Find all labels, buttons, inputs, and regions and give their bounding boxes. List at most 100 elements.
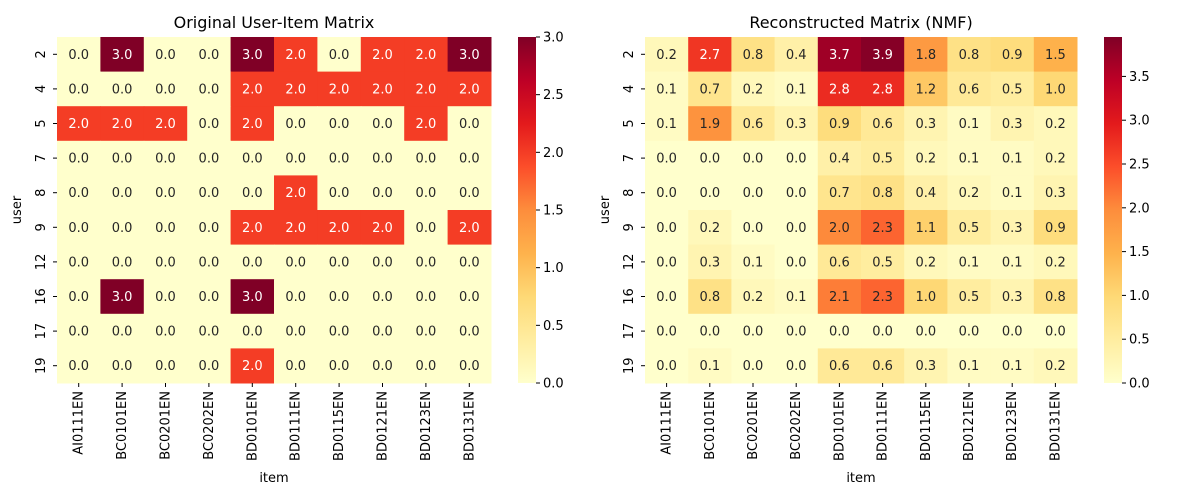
heatmap-cell (447, 175, 492, 211)
heatmap-cell (1033, 210, 1078, 246)
chart-title: Original User-Item Matrix (174, 13, 375, 32)
y-tick-label: 9 (622, 223, 637, 231)
cell-value-label: 0.0 (699, 325, 720, 340)
cell-value-label: 0.0 (68, 152, 89, 167)
colorbar-tick-label: 1.5 (1129, 245, 1150, 260)
cell-value-label: 0.8 (1045, 290, 1066, 305)
heatmap-cell (187, 244, 232, 280)
heatmap-cell (447, 37, 492, 73)
x-tick-label: AI0111EN (660, 391, 675, 455)
cell-value-label: 0.0 (199, 325, 220, 340)
cell-value-label: 2.0 (829, 221, 850, 236)
cell-value-label: 0.8 (959, 48, 980, 63)
cell-value-label: 2.0 (285, 186, 306, 201)
heatmap-cell (100, 313, 145, 349)
cell-value-label: 0.5 (872, 152, 893, 167)
cell-value-label: 0.0 (872, 325, 893, 340)
cell-value-label: 0.3 (915, 117, 936, 132)
cell-value-label: 0.0 (112, 221, 133, 236)
cell-value-label: 0.9 (1002, 48, 1023, 63)
cell-value-label: 0.0 (372, 117, 393, 132)
cell-value-label: 0.1 (1002, 255, 1023, 270)
cell-value-label: 0.0 (199, 255, 220, 270)
cell-value-label: 0.3 (786, 117, 807, 132)
heatmap-cell (645, 244, 689, 280)
heatmap-cell (774, 210, 819, 246)
heatmap-cell (274, 210, 318, 246)
heatmap-cell (274, 175, 318, 211)
heatmap-cell (230, 313, 275, 349)
cell-value-label: 0.6 (829, 255, 850, 270)
heatmap-cell (317, 71, 362, 107)
heatmap-cell (187, 175, 232, 211)
cell-value-label: 0.0 (112, 152, 133, 167)
cell-value-label: 0.0 (329, 255, 350, 270)
heatmap-cell (404, 244, 449, 280)
cell-value-label: 0.7 (699, 82, 720, 97)
cell-value-label: 0.5 (1002, 82, 1023, 97)
heatmap-cell (143, 175, 188, 211)
heatmap-cell (731, 175, 776, 211)
heatmap-cell (688, 37, 732, 73)
cell-value-label: 1.0 (1045, 82, 1066, 97)
cell-value-label: 0.0 (1002, 325, 1023, 340)
cell-value-label: 0.0 (743, 186, 764, 201)
cell-value-label: 0.1 (1002, 152, 1023, 167)
heatmap-cell (57, 244, 101, 280)
heatmap-cell (688, 210, 732, 246)
cell-value-label: 0.0 (459, 255, 480, 270)
cell-value-label: 3.0 (112, 290, 133, 305)
y-tick-label: 2 (34, 50, 49, 58)
x-tick-label: BD0131EN (462, 391, 477, 461)
heatmap-cell (731, 348, 776, 384)
cell-value-label: 0.0 (199, 186, 220, 201)
cell-value-label: 0.0 (199, 290, 220, 305)
heatmap-cell (143, 71, 188, 107)
heatmap-cell (990, 348, 1035, 384)
heatmap-cell (990, 71, 1035, 107)
cell-value-label: 0.0 (285, 152, 306, 167)
cell-value-label: 0.0 (285, 255, 306, 270)
heatmap-cell (317, 106, 362, 142)
cell-value-label: 0.2 (959, 186, 980, 201)
heatmap-cell (990, 210, 1035, 246)
x-tick-label: BD0115EN (919, 391, 934, 461)
cell-value-label: 0.0 (199, 221, 220, 236)
colorbar-tick-label: 0.5 (1129, 333, 1150, 348)
heatmap-cell (990, 106, 1035, 142)
x-tick-label: BD0111EN (876, 391, 891, 461)
heatmap-cell (645, 313, 689, 349)
heatmap-cell (947, 279, 992, 315)
heatmap-cell (774, 140, 819, 176)
cell-value-label: 0.1 (786, 82, 807, 97)
heatmap-cell (904, 140, 948, 176)
cell-value-label: 0.1 (786, 290, 807, 305)
heatmap-cell (187, 71, 232, 107)
cell-value-label: 0.9 (1045, 221, 1066, 236)
cell-value-label: 0.0 (656, 325, 677, 340)
cell-value-label: 1.0 (915, 290, 936, 305)
cell-value-label: 0.0 (242, 186, 263, 201)
cell-value-label: 2.0 (329, 82, 350, 97)
cell-value-label: 0.0 (155, 359, 176, 374)
heatmap-cell (274, 106, 318, 142)
cell-value-label: 0.2 (1045, 152, 1066, 167)
cell-value-label: 0.0 (155, 290, 176, 305)
heatmap-cell (947, 313, 992, 349)
cell-value-label: 0.0 (68, 48, 89, 63)
heatmap-cell (230, 279, 275, 315)
cell-value-label: 0.0 (372, 186, 393, 201)
cell-value-label: 0.1 (699, 359, 720, 374)
heatmap-cell (817, 37, 862, 73)
cell-value-label: 0.0 (786, 221, 807, 236)
cell-value-label: 0.0 (242, 325, 263, 340)
heatmap-cell (1033, 106, 1078, 142)
heatmap-cell (360, 279, 405, 315)
heatmap-cell (404, 37, 449, 73)
cell-value-label: 0.2 (1045, 117, 1066, 132)
cell-value-label: 0.0 (155, 186, 176, 201)
x-tick-label: BD0123EN (1005, 391, 1020, 461)
cell-value-label: 0.0 (112, 255, 133, 270)
heatmap-cell (817, 106, 862, 142)
cell-value-label: 0.5 (959, 221, 980, 236)
